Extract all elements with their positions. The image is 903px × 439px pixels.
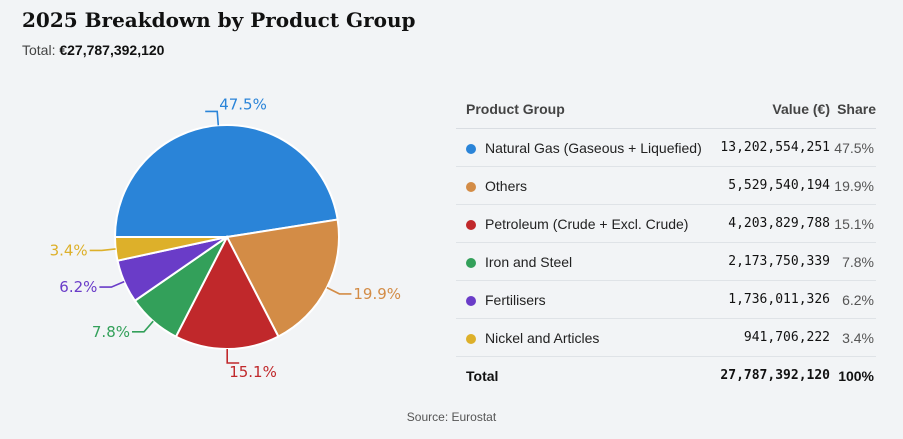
- share-cell: 3.4%: [830, 318, 876, 357]
- value-cell: 1,736,011,326: [714, 280, 830, 319]
- pie-slice-label: 19.9%: [353, 285, 401, 303]
- table-row[interactable]: Iron and Steel 2,173,750,339 7.8%: [456, 242, 876, 281]
- product-group-name: Others: [485, 177, 528, 194]
- product-group-name: Iron and Steel: [485, 253, 573, 270]
- pie-slice-label: 7.8%: [92, 323, 130, 341]
- product-group-cell: Others: [456, 166, 715, 205]
- pie-slice[interactable]: [113, 123, 339, 238]
- table-body: Natural Gas (Gaseous + Liquefied) 13,202,…: [456, 128, 876, 395]
- pie-leader-line: [326, 286, 352, 295]
- total-label: Total:: [22, 42, 56, 58]
- pie-slice-label: 47.5%: [219, 95, 267, 113]
- page-title: 2025 Breakdown by Product Group: [22, 8, 416, 32]
- header-share[interactable]: Share: [830, 94, 876, 129]
- breakdown-table: Product Group Value (€) Share Natural Ga…: [456, 94, 876, 394]
- product-group-cell: Iron and Steel: [456, 242, 715, 281]
- value-cell: 5,529,540,194: [714, 166, 830, 205]
- table-row[interactable]: Petroleum (Crude + Excl. Crude) 4,203,829…: [456, 204, 876, 243]
- product-group-cell: Natural Gas (Gaseous + Liquefied): [456, 128, 715, 167]
- total-row-value: 27,787,392,120: [720, 368, 830, 383]
- product-group-cell: Petroleum (Crude + Excl. Crude): [456, 204, 715, 243]
- pie-leader-line: [99, 280, 125, 288]
- table-header-row: Product Group Value (€) Share: [456, 94, 876, 129]
- product-group-cell: Nickel and Articles: [456, 318, 715, 357]
- pie-chart: 47.5% 19.9% 15.1% 7.8% 6.2% 3.4%: [50, 95, 401, 381]
- product-group-name: Natural Gas (Gaseous + Liquefied): [485, 139, 702, 156]
- total-row-label: Total: [466, 367, 499, 384]
- total-amount: €27,787,392,120: [59, 42, 165, 58]
- pie-slice[interactable]: [113, 236, 228, 262]
- pie-leader-line: [89, 248, 116, 252]
- value-cell: 941,706,222: [714, 318, 830, 357]
- share-cell: 19.9%: [830, 166, 876, 205]
- pie-leader-line: [205, 110, 220, 126]
- share-cell: 6.2%: [830, 280, 876, 319]
- legend-dot-icon: [466, 257, 476, 268]
- source-note: Source: Eurostat: [406, 410, 497, 424]
- table-row[interactable]: Nickel and Articles 941,706,222 3.4%: [456, 318, 876, 357]
- pie-leader-line: [132, 320, 154, 333]
- total-row: Total 27,787,392,120 100%: [456, 357, 876, 395]
- table-row[interactable]: Others 5,529,540,194 19.9%: [456, 166, 876, 205]
- product-group-name: Petroleum (Crude + Excl. Crude): [485, 215, 689, 232]
- legend-dot-icon: [466, 333, 476, 344]
- legend-dot-icon: [466, 219, 476, 230]
- product-group-name: Nickel and Articles: [485, 329, 600, 346]
- legend-dot-icon: [466, 181, 476, 192]
- share-cell: 47.5%: [830, 128, 876, 167]
- pie-leader-line: [226, 349, 240, 364]
- table-row[interactable]: Fertilisers 1,736,011,326 6.2%: [456, 280, 876, 319]
- share-cell: 15.1%: [830, 204, 876, 243]
- pie-slice-label: 6.2%: [59, 278, 97, 296]
- legend-dot-icon: [466, 295, 476, 306]
- value-cell: 13,202,554,251: [714, 128, 830, 167]
- product-group-name: Fertilisers: [485, 291, 546, 308]
- pie-slice[interactable]: [174, 234, 280, 350]
- header-product-group[interactable]: Product Group: [456, 94, 715, 129]
- value-cell: 2,173,750,339: [714, 242, 830, 281]
- share-cell: 7.8%: [830, 242, 876, 281]
- header-value[interactable]: Value (€): [714, 94, 830, 129]
- total-row-share: 100%: [838, 367, 874, 384]
- pie-slice-label: 15.1%: [229, 363, 277, 381]
- legend-dot-icon: [466, 143, 476, 154]
- product-group-cell: Fertilisers: [456, 280, 715, 319]
- pie-slice-label: 3.4%: [50, 241, 88, 259]
- value-cell: 4,203,829,788: [714, 204, 830, 243]
- table-row[interactable]: Natural Gas (Gaseous + Liquefied) 13,202,…: [456, 128, 876, 167]
- total-summary: Total: €27,787,392,120: [22, 42, 164, 58]
